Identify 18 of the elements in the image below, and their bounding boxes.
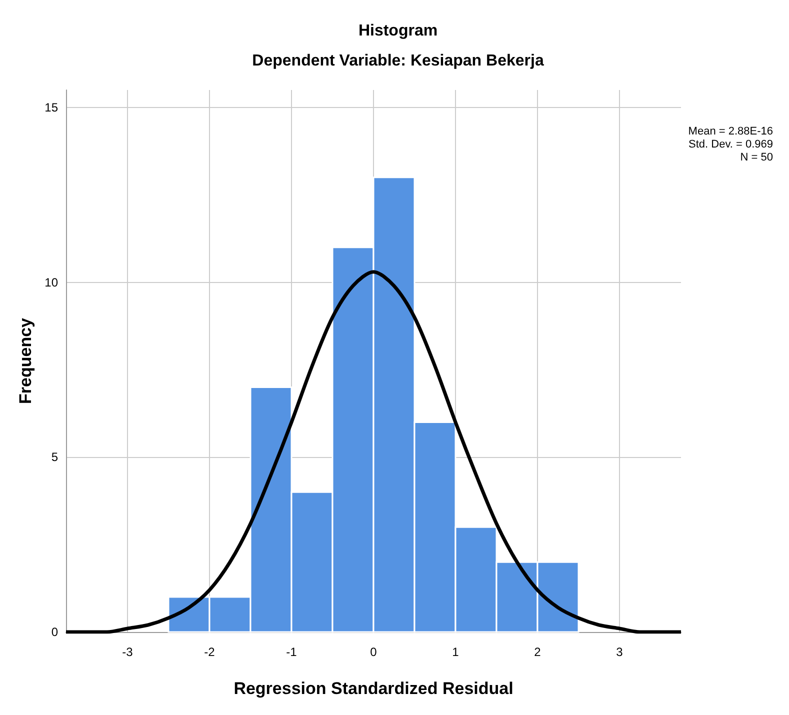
- chart-title: Histogram: [358, 22, 438, 40]
- x-tick-label: 0: [370, 645, 378, 659]
- chart-subtitle: Dependent Variable: Kesiapan Bekerja: [252, 52, 544, 70]
- y-tick-label: 0: [51, 625, 58, 639]
- y-tick-label: 10: [44, 275, 58, 290]
- x-axis-title: Regression Standardized Residual: [234, 679, 514, 698]
- x-tick-label: -1: [286, 645, 298, 659]
- text: Std. Dev. = 0.969: [688, 138, 774, 150]
- y-tick-label: 15: [44, 100, 58, 114]
- x-tick-label: -3: [122, 645, 134, 659]
- y-tick-label: 5: [51, 450, 58, 464]
- x-tick-label: 2: [534, 645, 542, 659]
- x-tick-label: 3: [616, 645, 624, 659]
- text: Mean = 2.88E-16: [688, 126, 774, 138]
- x-tick-label: -2: [204, 645, 216, 659]
- text: N = 50: [740, 152, 774, 164]
- x-tick-label: 1: [452, 645, 460, 659]
- y-axis-title: Frequency: [16, 317, 35, 404]
